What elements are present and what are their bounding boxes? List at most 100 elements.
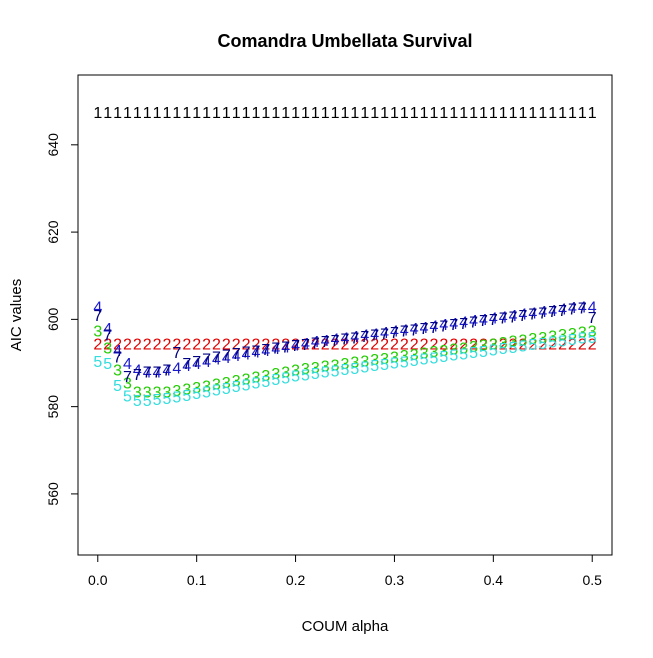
data-point-series-3: 3	[568, 326, 577, 343]
data-point-series-3: 3	[430, 344, 439, 361]
data-point-series-1: 1	[489, 105, 498, 122]
data-point-series-5: 5	[281, 370, 290, 387]
data-point-series-4: 4	[489, 311, 498, 328]
data-point-series-1: 1	[192, 105, 201, 122]
data-point-series-7: 7	[568, 301, 577, 318]
data-point-series-4: 4	[538, 304, 547, 321]
y-tick-label: 640	[45, 133, 61, 157]
data-point-series-4: 4	[311, 334, 320, 351]
data-point-series-1: 1	[133, 105, 142, 122]
data-point-series-1: 1	[301, 105, 310, 122]
data-point-series-2: 2	[341, 336, 350, 353]
data-point-series-2: 2	[350, 336, 359, 353]
x-tick-label: 0.5	[582, 572, 602, 588]
data-point-series-2: 2	[360, 336, 369, 353]
data-point-series-7: 7	[548, 304, 557, 321]
data-point-series-1: 1	[528, 105, 537, 122]
data-point-series-3: 3	[133, 384, 142, 401]
data-point-series-3: 3	[182, 382, 191, 399]
data-point-series-2: 2	[281, 336, 290, 353]
y-tick-label: 580	[45, 395, 61, 419]
data-point-series-1: 1	[341, 105, 350, 122]
data-point-series-1: 1	[153, 105, 162, 122]
data-point-series-4: 4	[548, 303, 557, 320]
data-point-series-5: 5	[449, 348, 458, 365]
data-point-series-2: 2	[113, 336, 122, 353]
data-point-series-1: 1	[163, 105, 172, 122]
data-point-series-2: 2	[420, 336, 429, 353]
data-point-series-3: 3	[113, 363, 122, 380]
data-point-series-5: 5	[123, 389, 132, 406]
data-point-series-3: 3	[143, 384, 152, 401]
data-point-series-1: 1	[331, 105, 340, 122]
data-point-series-7: 7	[479, 313, 488, 330]
data-point-series-5: 5	[528, 337, 537, 354]
data-point-series-5: 5	[390, 356, 399, 373]
data-point-series-7: 7	[509, 309, 518, 326]
data-point-series-1: 1	[400, 105, 409, 122]
data-point-series-1: 1	[212, 105, 221, 122]
data-point-series-1: 1	[311, 105, 320, 122]
data-point-series-5: 5	[568, 332, 577, 349]
data-point-series-5: 5	[252, 376, 261, 393]
data-point-series-5: 5	[212, 383, 221, 400]
data-point-series-3: 3	[588, 323, 597, 340]
data-point-series-1: 1	[578, 105, 587, 122]
data-point-series-4: 4	[202, 354, 211, 371]
data-point-series-5: 5	[489, 342, 498, 359]
data-point-series-2: 2	[331, 336, 340, 353]
data-point-series-4: 4	[528, 305, 537, 322]
data-point-series-4: 4	[588, 299, 597, 316]
data-point-series-3: 3	[172, 383, 181, 400]
data-point-series-3: 3	[558, 327, 567, 344]
data-point-series-7: 7	[93, 308, 102, 325]
data-point-series-4: 4	[410, 321, 419, 338]
data-point-series-3: 3	[390, 349, 399, 366]
data-point-series-1: 1	[390, 105, 399, 122]
data-point-series-5: 5	[410, 353, 419, 370]
data-point-series-2: 2	[528, 336, 537, 353]
data-point-series-7: 7	[143, 365, 152, 382]
data-point-series-5: 5	[163, 391, 172, 408]
data-point-series-4: 4	[123, 356, 132, 373]
data-point-series-5: 5	[499, 341, 508, 358]
data-point-series-3: 3	[538, 330, 547, 347]
data-point-series-1: 1	[172, 105, 181, 122]
data-point-series-3: 3	[153, 384, 162, 401]
data-point-series-5: 5	[459, 346, 468, 363]
data-point-series-7: 7	[578, 301, 587, 318]
data-point-series-1: 1	[321, 105, 330, 122]
data-point-series-7: 7	[163, 363, 172, 380]
data-point-series-4: 4	[271, 341, 280, 358]
data-point-series-1: 1	[479, 105, 488, 122]
data-point-series-3: 3	[350, 355, 359, 372]
data-point-series-4: 4	[469, 313, 478, 330]
data-point-series-1: 1	[519, 105, 528, 122]
data-point-series-1: 1	[143, 105, 152, 122]
y-tick-label: 620	[45, 220, 61, 244]
data-point-series-4: 4	[439, 317, 448, 334]
x-tick-label: 0.4	[484, 572, 504, 588]
data-point-series-1: 1	[449, 105, 458, 122]
data-point-series-1: 1	[123, 105, 132, 122]
data-point-series-2: 2	[182, 336, 191, 353]
data-point-series-5: 5	[93, 354, 102, 371]
data-point-series-2: 2	[538, 336, 547, 353]
data-point-series-5: 5	[469, 345, 478, 362]
data-point-series-5: 5	[311, 366, 320, 383]
data-point-series-7: 7	[558, 303, 567, 320]
data-point-series-5: 5	[420, 352, 429, 369]
data-point-series-4: 4	[242, 346, 251, 363]
data-point-series-3: 3	[509, 334, 518, 351]
data-point-series-4: 4	[321, 333, 330, 350]
data-point-series-5: 5	[133, 393, 142, 410]
data-point-series-4: 4	[509, 308, 518, 325]
data-point-series-7: 7	[341, 332, 350, 349]
data-point-series-2: 2	[430, 336, 439, 353]
data-point-series-1: 1	[202, 105, 211, 122]
data-point-series-3: 3	[242, 371, 251, 388]
data-point-series-2: 2	[380, 336, 389, 353]
data-point-series-1: 1	[261, 105, 270, 122]
